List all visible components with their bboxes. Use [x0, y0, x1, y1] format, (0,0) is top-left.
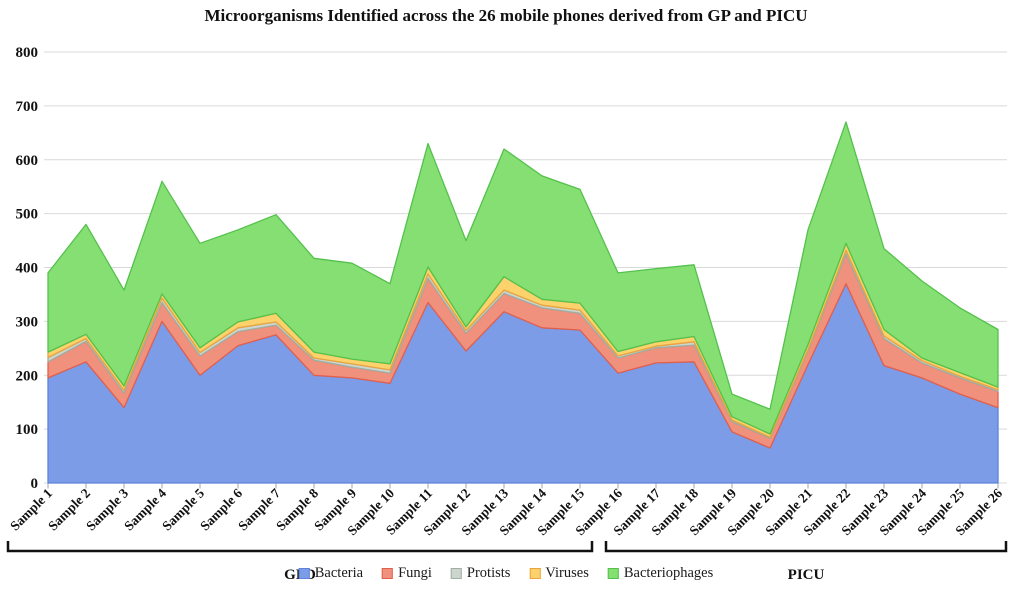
- legend-label: Bacteria: [314, 565, 364, 581]
- group-bracket-gpd: [6, 541, 594, 553]
- y-axis-tick-label: 700: [16, 99, 39, 115]
- y-axis-tick-label: 100: [16, 422, 39, 438]
- legend-label: Viruses: [545, 565, 589, 581]
- y-axis-tick-label: 600: [16, 153, 39, 169]
- legend-swatch-protists: [450, 568, 462, 579]
- y-axis-tick-label: 0: [31, 476, 39, 492]
- legend-item-bacteria: Bacteria: [298, 565, 364, 582]
- chart-title: Microorganisms Identified across the 26 …: [204, 6, 808, 25]
- area-series-bacteriophages: [47, 121, 999, 435]
- legend-label: Fungi: [398, 565, 432, 581]
- legend-item-bacteriophages: Bacteriophages: [607, 565, 714, 582]
- y-axis-tick-label: 400: [16, 261, 39, 277]
- y-axis-tick-label: 300: [16, 314, 39, 330]
- y-axis-tick-label: 800: [16, 45, 39, 61]
- y-axis-tick-label: 200: [16, 368, 39, 384]
- legend-item-viruses: Viruses: [529, 565, 589, 582]
- legend-label: Bacteriophages: [623, 565, 714, 581]
- legend-swatch-bacteria: [298, 568, 310, 579]
- legend-item-fungi: Fungi: [382, 565, 432, 582]
- group-label-picu: PICU: [788, 567, 825, 583]
- legend-swatch-viruses: [529, 568, 541, 579]
- chart-legend: Bacteria Fungi Protists Viruses Bacteriophag…: [298, 565, 714, 582]
- legend-item-protists: Protists: [450, 565, 511, 582]
- legend-swatch-fungi: [382, 568, 394, 579]
- group-bracket-picu: [604, 541, 1008, 553]
- y-axis-tick-label: 500: [16, 207, 39, 223]
- legend-swatch-bacteriophages: [607, 568, 619, 579]
- legend-label: Protists: [466, 565, 511, 581]
